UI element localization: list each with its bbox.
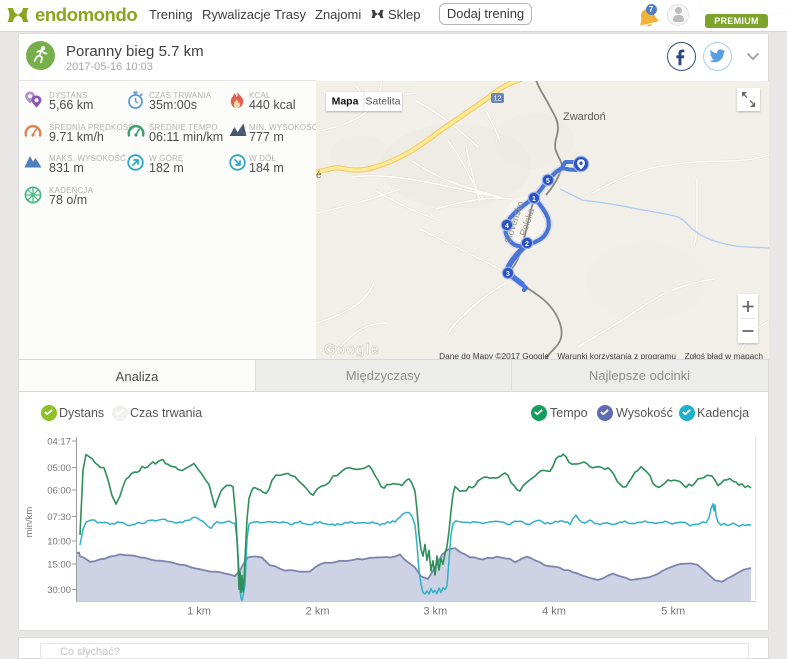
svg-text:1: 1 [532,196,536,203]
svg-text:04:17: 04:17 [47,437,71,448]
svg-text:Zwardoń: Zwardoń [563,111,606,123]
svg-text:1 km: 1 km [187,606,211,618]
svg-text:é: é [316,170,322,181]
svg-text:Dane do Mapy ©2017 Google: Dane do Mapy ©2017 Google [439,351,549,359]
svg-text:Zgłoś błąd w mapach: Zgłoś błąd w mapach [685,351,764,359]
svg-text:15:00: 15:00 [47,560,71,571]
svg-text:05:00: 05:00 [47,463,71,474]
svg-text:min/km: min/km [24,507,35,538]
svg-text:2 km: 2 km [306,606,330,618]
svg-text:4: 4 [505,223,509,230]
svg-text:12: 12 [494,96,502,103]
svg-text:06:00: 06:00 [47,486,71,497]
svg-text:3 km: 3 km [423,606,447,618]
svg-text:10:00: 10:00 [47,537,71,548]
svg-text:5 km: 5 km [661,606,685,618]
svg-text:Warunki korzystania z programu: Warunki korzystania z programu [557,351,676,359]
svg-text:Mapa: Mapa [332,96,359,108]
svg-text:07:30: 07:30 [47,512,71,523]
svg-text:5: 5 [546,178,550,185]
svg-text:Satelita: Satelita [365,96,400,108]
svg-text:4 km: 4 km [542,606,566,618]
svg-text:3: 3 [506,271,510,278]
svg-text:2: 2 [525,241,529,248]
svg-text:30:00: 30:00 [47,585,71,596]
svg-text:Google: Google [324,341,379,358]
